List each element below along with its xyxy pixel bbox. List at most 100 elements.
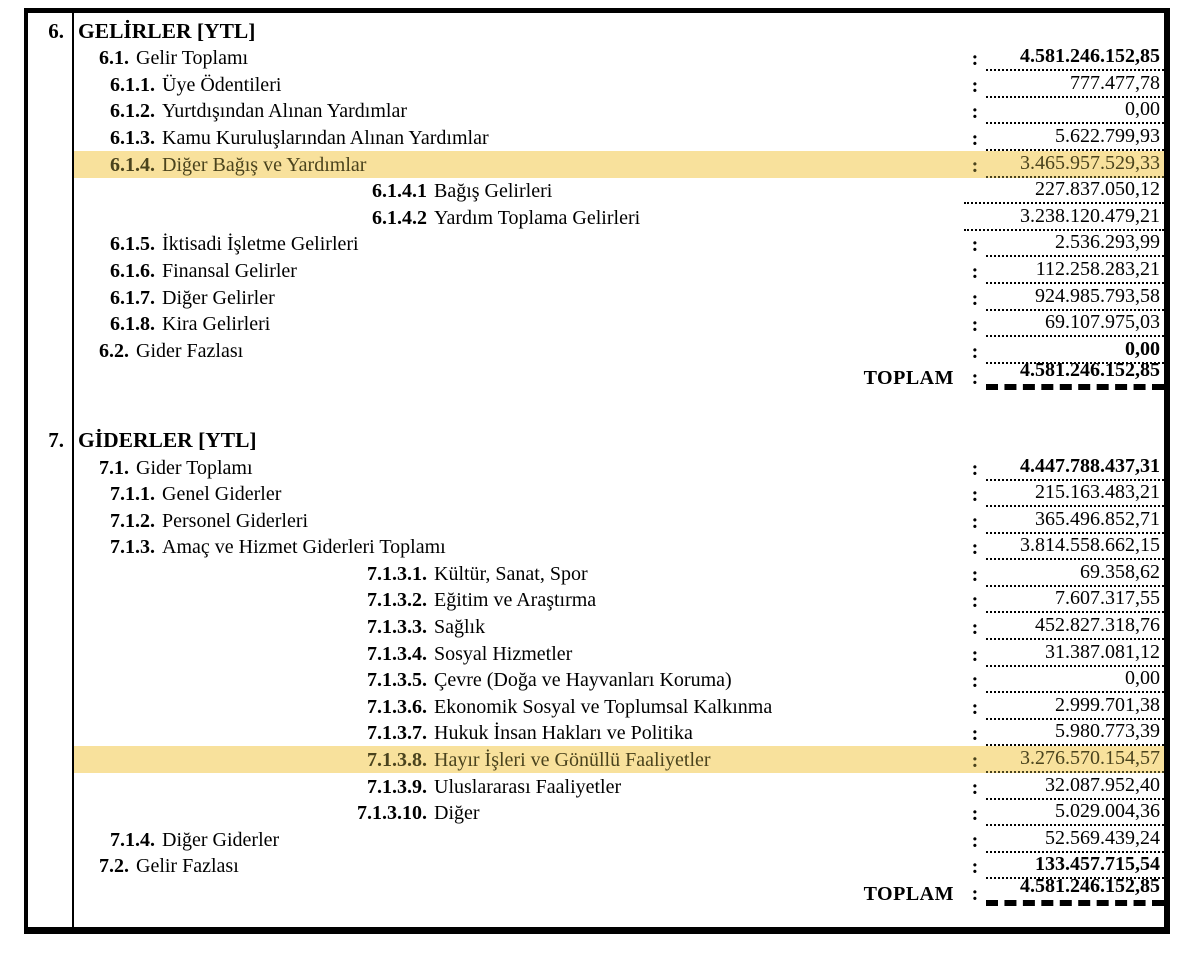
row-colon: :	[971, 563, 979, 586]
row-value: 2.999.701,38	[986, 694, 1164, 720]
row-value: 3.465.957.529,33	[986, 152, 1164, 178]
row-value: 32.087.952,40	[986, 774, 1164, 800]
table-row: 6.1.4.1 Bağış Gelirleri 227.837.050,12	[74, 178, 1164, 205]
row-number: 6.1.3.	[110, 126, 155, 149]
total-colon: :	[971, 367, 979, 390]
table-row: 6.1.3. Kamu Kuruluşlarından Alınan Yardım…	[74, 124, 1164, 151]
row-colon: :	[971, 829, 979, 852]
row-value: 69.358,62	[986, 561, 1164, 587]
row-label: Ekonomik Sosyal ve Toplumsal Kalkınma	[434, 695, 773, 718]
total-label: TOPLAM	[863, 367, 954, 390]
row-colon: :	[971, 484, 979, 507]
row-colon: :	[971, 590, 979, 613]
row-label: Kira Gelirleri	[162, 313, 271, 336]
row-label-cell: 6.1.8. Kira Gelirleri	[74, 313, 964, 337]
row-colon: :	[971, 260, 979, 283]
row-label-cell: 6.1.5. İktisadi İşletme Gelirleri	[74, 233, 964, 257]
row-value: 5.980.773,39	[986, 720, 1164, 747]
table-row: 6.1.7. Diğer Gelirler:924.985.793,58	[74, 284, 1164, 311]
table-row: 7.1. Gider Toplamı:4.447.788.437,31	[74, 454, 1164, 481]
table-row: 7.1.3.6. Ekonomik Sosyal ve Toplumsal Kal…	[74, 693, 1164, 720]
number-column-divider	[72, 13, 74, 927]
row-number: 7.1.3.1.	[367, 562, 427, 585]
table-row: 6.2. Gider Fazlası:0,00	[74, 337, 1164, 364]
row-label: Gelir Toplamı	[136, 47, 249, 70]
row-number: 7.1.	[99, 456, 129, 479]
row-number: 7.1.3.2.	[367, 589, 427, 612]
row-value: 0,00	[986, 667, 1164, 694]
row-value: 3.276.570.154,57	[986, 747, 1164, 774]
row-label: Gider Fazlası	[136, 339, 244, 362]
row-label: Gelir Fazlası	[136, 855, 239, 878]
row-colon: :	[971, 696, 979, 719]
total-row: TOPLAM:4.581.246.152,85	[74, 359, 1164, 391]
row-value: 365.496.852,71	[986, 508, 1164, 534]
table-row: 7.1.3. Amaç ve Hizmet Giderleri Toplamı:3…	[74, 534, 1164, 561]
row-value: 69.107.975,03	[986, 311, 1164, 338]
row-label-cell: 7.1.3.6. Ekonomik Sosyal ve Toplumsal Kal…	[74, 696, 964, 720]
row-value: 5.622.799,93	[986, 125, 1164, 151]
row-value: 5.029.004,36	[986, 800, 1164, 827]
row-colon: :	[971, 643, 979, 666]
table-row: 6.1.8. Kira Gelirleri:69.107.975,03	[74, 311, 1164, 338]
row-value: 112.258.283,21	[986, 258, 1164, 284]
row-label-cell: 7.1.3.10. Diğer	[74, 802, 964, 826]
row-label-cell: 7.1.3.5. Çevre (Doğa ve Hayvanları Koruma…	[74, 669, 964, 693]
row-value: 924.985.793,58	[986, 285, 1164, 311]
table-row: 6.1.1. Üye Ödentileri:777.477,78	[74, 71, 1164, 98]
row-label-cell: 6.2. Gider Fazlası	[74, 340, 964, 364]
table-row-highlighted: 6.1.4. Diğer Bağış ve Yardımlar:3.465.957…	[74, 150, 1164, 178]
row-label-cell: 6.1. Gelir Toplamı	[74, 47, 964, 71]
row-number: 6.1.7.	[110, 286, 155, 309]
row-label: Sosyal Hizmetler	[434, 642, 573, 665]
table-row: 7.2. Gelir Fazlası:133.457.715,54	[74, 853, 1164, 880]
row-value: 777.477,78	[986, 72, 1164, 98]
table-row: 7.1.3.5. Çevre (Doğa ve Hayvanları Koruma…	[74, 667, 1164, 694]
row-label-cell: 7.1.4. Diğer Giderler	[74, 829, 964, 853]
row-number: 6.1.6.	[110, 259, 155, 282]
form-frame: 6. GELİRLER [YTL] 6.1. Gelir Toplamı:4.581.…	[24, 8, 1170, 934]
row-number: 6.1.4.	[110, 153, 155, 176]
section-header-row: GİDERLER [YTL]	[74, 427, 1164, 454]
row-colon: :	[971, 617, 979, 640]
row-label: Eğitim ve Araştırma	[434, 589, 597, 612]
row-value: 215.163.483,21	[986, 481, 1164, 508]
row-colon: :	[971, 154, 979, 177]
row-label: Amaç ve Hizmet Giderleri Toplamı	[162, 536, 446, 559]
table-row: 7.1.3.7. Hukuk İnsan Hakları ve Politika:…	[74, 720, 1164, 747]
row-number: 6.1.8.	[110, 313, 155, 336]
row-colon: :	[971, 803, 979, 826]
row-label-cell: 7.1. Gider Toplamı	[74, 457, 964, 481]
row-number: 7.1.3.4.	[367, 642, 427, 665]
row-colon: :	[971, 287, 979, 310]
row-label: Yurtdışından Alınan Yardımlar	[162, 100, 407, 123]
row-number: 7.1.3.6.	[367, 695, 427, 718]
row-colon: :	[971, 101, 979, 124]
row-colon: :	[971, 510, 979, 533]
row-value: 0,00	[986, 98, 1164, 125]
total-row: TOPLAM:4.581.246.152,85	[74, 875, 1164, 906]
table-row: 6.1.4.2 Yardım Toplama Gelirleri 3.238.120…	[74, 204, 1164, 231]
row-label-cell: 7.1.3.9. Uluslararası Faaliyetler	[74, 776, 964, 800]
table-row: 7.1.3.2. Eğitim ve Araştırma:7.607.317,55	[74, 587, 1164, 614]
row-label-cell: 7.1.3.7. Hukuk İnsan Hakları ve Politika	[74, 722, 964, 746]
row-label-cell: 7.1.3.8. Hayır İşleri ve Gönüllü Faaliyet…	[74, 749, 964, 773]
row-label-cell: 6.1.7. Diğer Gelirler	[74, 287, 964, 311]
row-label-cell: 6.1.4.2 Yardım Toplama Gelirleri	[74, 207, 964, 231]
row-label-cell: 6.1.1. Üye Ödentileri	[74, 74, 964, 98]
row-value: 4.581.246.152,85	[986, 45, 1164, 72]
row-colon: :	[971, 127, 979, 150]
row-number: 7.1.1.	[110, 483, 155, 506]
row-number: 7.1.2.	[110, 509, 155, 532]
row-label: Uluslararası Faaliyetler	[434, 775, 622, 798]
row-label-cell: 7.1.3. Amaç ve Hizmet Giderleri Toplamı	[74, 536, 964, 560]
row-label-cell: 6.1.3. Kamu Kuruluşlarından Alınan Yardım…	[74, 127, 964, 151]
table-row: 7.1.3.9. Uluslararası Faaliyetler:32.087.…	[74, 773, 1164, 800]
form-content: 6. GELİRLER [YTL] 6.1. Gelir Toplamı:4.581.…	[48, 13, 1164, 927]
row-number: 7.1.3.	[110, 536, 155, 559]
row-label: Kamu Kuruluşlarından Alınan Yardımlar	[162, 126, 489, 149]
table-row: 6.1.2. Yurtdışından Alınan Yardımlar:0,00	[74, 98, 1164, 125]
row-label-cell: 7.2. Gelir Fazlası	[74, 855, 964, 879]
row-label-cell: 7.1.3.4. Sosyal Hizmetler	[74, 643, 964, 667]
row-number: 6.1.2.	[110, 100, 155, 123]
